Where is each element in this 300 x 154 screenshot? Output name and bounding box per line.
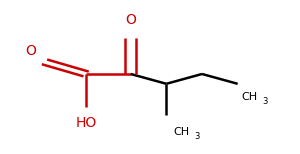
Text: CH: CH [173, 127, 189, 137]
Text: 3: 3 [194, 132, 200, 141]
Text: O: O [25, 44, 36, 58]
Text: 3: 3 [262, 97, 268, 106]
Text: O: O [125, 13, 136, 27]
Text: HO: HO [76, 116, 97, 130]
Text: CH: CH [242, 92, 258, 102]
